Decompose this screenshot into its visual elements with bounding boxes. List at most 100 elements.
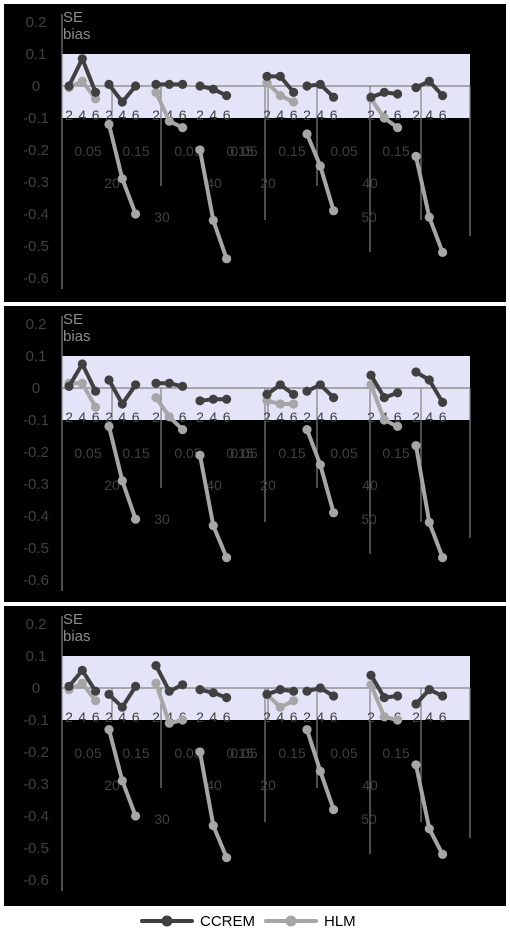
- x-tick-gs: 40: [206, 777, 222, 793]
- data-point-ccrem: [151, 661, 161, 671]
- data-point-hlm: [164, 116, 174, 126]
- x-tick-fd: 2: [196, 409, 204, 425]
- data-point-ccrem: [117, 399, 127, 409]
- x-tick-ng: 30: [154, 209, 170, 225]
- data-point-hlm: [117, 476, 127, 486]
- data-point-hlm: [131, 209, 141, 219]
- x-tick-gs: 40: [362, 175, 378, 191]
- x-tick-fd: 6: [290, 409, 298, 425]
- x-tick-gs: 20: [260, 777, 276, 793]
- x-tick-iucc: 0.05: [174, 445, 201, 461]
- x-tick-fd: 2: [303, 709, 311, 725]
- data-point-hlm: [117, 776, 127, 786]
- data-point-hlm: [91, 696, 101, 706]
- data-point-ccrem: [315, 683, 325, 693]
- row-label-iucc: IUCC: [472, 747, 503, 762]
- data-point-ccrem: [438, 397, 448, 407]
- data-point-ccrem: [302, 81, 312, 91]
- x-tick-iucc: 0.05: [330, 745, 357, 761]
- data-point-hlm: [222, 553, 232, 563]
- data-point-ccrem: [393, 388, 403, 398]
- x-tick-gs: 20: [104, 777, 120, 793]
- data-point-hlm: [208, 215, 218, 225]
- x-tick-fd: 4: [316, 107, 324, 123]
- y-tick-label: -0.5: [23, 540, 49, 557]
- y-tick-label: -0.5: [23, 840, 49, 857]
- y-axis-label: SE bias: [63, 611, 91, 645]
- data-point-ccrem: [222, 91, 232, 101]
- data-point-hlm: [164, 412, 174, 422]
- x-tick-fd: 4: [209, 107, 217, 123]
- x-tick-iucc: 0.05: [74, 445, 101, 461]
- y-tick-label: -0.3: [23, 776, 49, 793]
- y-tick-label: -0.2: [23, 744, 49, 761]
- x-tick-iucc: 0.05: [230, 143, 257, 159]
- data-point-hlm: [195, 747, 205, 757]
- x-tick-fd: 2: [65, 107, 73, 123]
- data-point-hlm: [302, 425, 312, 435]
- x-tick-fd: 4: [165, 709, 173, 725]
- data-point-hlm: [91, 94, 101, 104]
- x-tick-fd: 6: [179, 107, 187, 123]
- data-point-hlm: [302, 129, 312, 139]
- data-point-ccrem: [208, 84, 218, 94]
- y-tick-label: -0.3: [23, 174, 49, 191]
- x-tick-fd: 2: [105, 409, 113, 425]
- x-tick-iucc: 0.05: [174, 143, 201, 159]
- data-point-ccrem: [262, 689, 272, 700]
- x-tick-fd: 2: [65, 709, 73, 725]
- data-point-ccrem: [289, 686, 299, 696]
- data-point-hlm: [222, 254, 232, 264]
- x-tick-fd: 2: [412, 107, 420, 123]
- x-tick-ng: 50: [361, 811, 377, 827]
- data-point-ccrem: [366, 370, 376, 380]
- x-tick-fd: 4: [209, 709, 217, 725]
- x-tick-gs: 20: [260, 477, 276, 493]
- y-tick-label: -0.6: [23, 572, 49, 589]
- y-tick-label: 0.2: [26, 14, 47, 31]
- x-tick-gs: 40: [362, 777, 378, 793]
- row-label-gs: GS: [472, 177, 488, 192]
- x-tick-fd: 2: [105, 107, 113, 123]
- data-point-hlm: [77, 76, 87, 86]
- y-tick-label: 0.1: [26, 648, 47, 665]
- x-tick-fd: 4: [276, 409, 284, 425]
- data-point-hlm: [411, 760, 421, 770]
- data-point-hlm: [411, 441, 421, 451]
- y-tick-label: 0: [32, 380, 40, 397]
- row-label-fd: FD: [472, 411, 488, 426]
- data-point-ccrem: [195, 685, 205, 695]
- y-tick-label: -0.2: [23, 444, 49, 461]
- x-tick-fd: 4: [78, 709, 86, 725]
- data-point-ccrem: [315, 380, 325, 390]
- data-point-ccrem: [379, 393, 389, 403]
- data-point-ccrem: [77, 54, 87, 64]
- data-point-ccrem: [91, 87, 101, 97]
- data-point-hlm: [195, 145, 205, 155]
- data-point-ccrem: [151, 378, 161, 388]
- data-point-hlm: [151, 678, 161, 688]
- data-point-ccrem: [178, 79, 188, 89]
- data-point-hlm: [329, 206, 339, 216]
- data-point-ccrem: [424, 375, 434, 385]
- data-point-ccrem: [131, 681, 141, 692]
- y-axis-label-line: SE: [63, 611, 83, 628]
- data-point-ccrem: [117, 97, 127, 107]
- data-point-hlm: [411, 151, 421, 161]
- data-point-ccrem: [379, 693, 389, 703]
- data-point-ccrem: [64, 381, 74, 391]
- data-point-hlm: [275, 702, 285, 712]
- y-tick-label: -0.2: [23, 142, 49, 159]
- data-point-ccrem: [411, 699, 421, 709]
- legend-marker-ccrem: [161, 915, 173, 927]
- x-tick-fd: 6: [223, 709, 231, 725]
- y-tick-label: -0.1: [23, 110, 49, 127]
- x-tick-gs: 20: [104, 175, 120, 191]
- y-tick-label: -0.1: [23, 412, 49, 429]
- y-tick-label: 0.1: [26, 46, 47, 63]
- y-axis-label-line: bias: [63, 628, 91, 645]
- x-tick-ng: 30: [154, 511, 170, 527]
- data-point-hlm: [117, 174, 127, 184]
